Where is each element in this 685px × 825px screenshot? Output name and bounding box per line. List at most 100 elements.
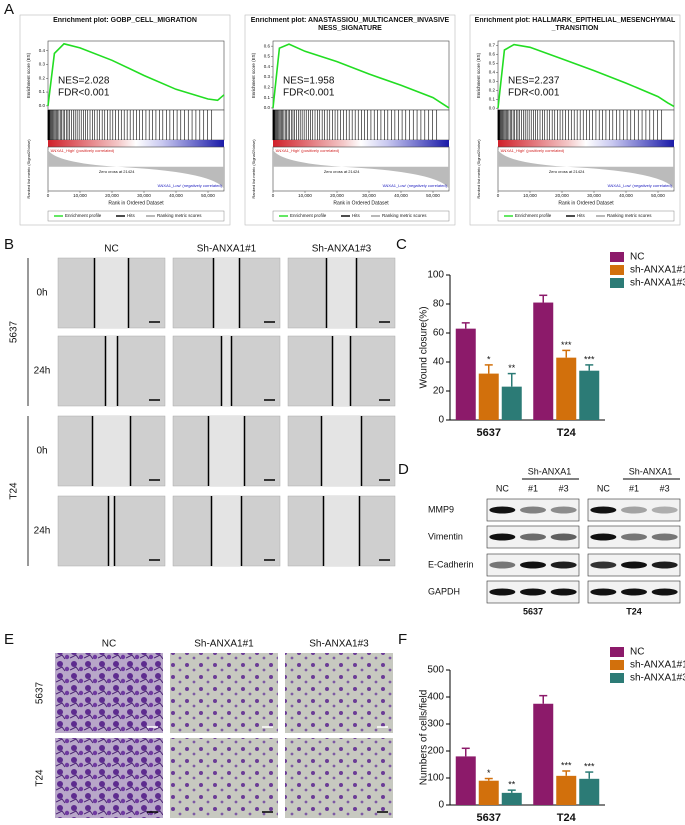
title-box: Enrichment plot: HALLMARK_EPITHELIAL_MES… — [475, 17, 676, 32]
high-label: 'ANXA1_High' (positively correlated) — [500, 148, 565, 153]
annotation: FDR<0.001 — [283, 88, 335, 99]
bar — [501, 386, 522, 420]
enrichment-line — [272, 43, 450, 109]
legend-label: Enrichment profile — [65, 213, 102, 218]
legend-label: sh-ANXA1#1 — [630, 660, 685, 671]
annotation: NES=2.028 — [58, 76, 110, 87]
column-label: Sh-ANXA1#1 — [197, 244, 257, 255]
y-tick-label: 0.2 — [39, 75, 46, 80]
panel-label: A — [4, 1, 14, 18]
blot-band — [651, 561, 678, 569]
annotation: NES=2.237 — [508, 76, 560, 87]
microscope-image — [170, 738, 278, 818]
metric-label: Ranked list metric (Signal2Noise) — [26, 139, 31, 199]
blot-band — [590, 588, 617, 596]
panel-label: D — [398, 461, 409, 478]
legend-label: Hits — [127, 213, 135, 218]
zero-cross: Zero cross at 21424 — [99, 169, 135, 174]
annotation: FDR<0.001 — [508, 88, 560, 99]
legend-swatch — [610, 673, 624, 683]
y-tick-label: 0 — [438, 415, 444, 426]
x-tick-label: 0 — [497, 193, 500, 198]
legend-frame — [497, 210, 675, 222]
wound-gap — [321, 416, 362, 486]
legend-label: Ranking metric scores — [607, 213, 652, 218]
x-tick-label: 50,000 — [426, 193, 440, 198]
legend-swatch — [610, 647, 624, 657]
protein-label: Vimentin — [428, 531, 463, 541]
rank-colorbar — [498, 140, 674, 147]
chart-title: Enrichment plot: GOBP_CELL_MIGRATION — [53, 17, 197, 24]
wound-gap — [326, 258, 357, 328]
wound-gap — [105, 336, 118, 406]
x-tick-label: 0 — [272, 193, 275, 198]
y-tick-label: 500 — [427, 665, 444, 676]
lane-label: #1 — [629, 483, 639, 493]
x-label: Rank in Ordered Dataset — [558, 200, 614, 206]
title-box: Enrichment plot: GOBP_CELL_MIGRATION — [53, 17, 197, 24]
title-box: Enrichment plot: ANASTASSIOU_MULTICANCER… — [251, 17, 449, 32]
x-tick-label: 10,000 — [73, 193, 87, 198]
bar — [478, 373, 499, 420]
significance: *** — [561, 340, 572, 350]
bar — [556, 775, 577, 805]
legend-label: sh-ANXA1#3 — [630, 673, 685, 684]
y-tick-label: 0.5 — [489, 61, 496, 66]
wound-gap — [94, 258, 129, 328]
blot-band — [489, 588, 516, 596]
column-label: Sh-ANXA1#1 — [194, 639, 254, 650]
group-label: 5637 — [9, 320, 20, 343]
y-tick-label: 0.6 — [489, 52, 496, 57]
x-tick-label: T24 — [557, 812, 577, 824]
blot-band — [550, 506, 577, 514]
panel-label: F — [398, 631, 407, 648]
panel-label: B — [4, 236, 14, 253]
panel-label: C — [396, 236, 407, 253]
high-label: 'ANXA1_High' (positively correlated) — [275, 148, 340, 153]
metric-area — [48, 150, 224, 189]
x-tick-label: 40,000 — [394, 193, 408, 198]
x-tick-label: T24 — [557, 427, 577, 439]
wound-gap — [211, 496, 242, 566]
blot-band — [520, 588, 546, 596]
y-tick-label: 0.7 — [489, 43, 496, 48]
significance: *** — [584, 761, 595, 771]
x-tick-label: 20,000 — [330, 193, 344, 198]
legend-label: NC — [630, 647, 644, 658]
blot-band — [550, 533, 577, 541]
blot-band — [550, 561, 577, 569]
x-tick-label: 50,000 — [651, 193, 665, 198]
y-tick-label: 0.0 — [39, 103, 46, 108]
legend-frame — [272, 210, 450, 222]
row-label: T24 — [35, 769, 46, 787]
hits-frame — [497, 109, 675, 141]
blot-band — [590, 506, 617, 514]
hits-frame — [272, 109, 450, 141]
y-tick-label: 20 — [433, 386, 445, 397]
y-tick-label: 0.3 — [489, 79, 496, 84]
significance: ** — [508, 363, 516, 373]
lane-label: NC — [496, 483, 509, 493]
low-label: 'ANXA1_Low' (negatively correlated) — [157, 183, 223, 188]
wound-gap — [221, 336, 232, 406]
panel-label: E — [4, 631, 14, 648]
y-tick-label: 0.6 — [264, 43, 271, 48]
y-tick-label: 0 — [438, 800, 444, 811]
y-tick-label: 0.1 — [39, 89, 46, 94]
legend-label: sh-ANXA1#3 — [630, 278, 685, 289]
high-label: 'ANXA1_High' (positively correlated) — [50, 148, 115, 153]
significance: *** — [584, 354, 595, 364]
bar — [455, 328, 476, 420]
rank-colorbar — [273, 140, 449, 147]
annotation: FDR<0.001 — [58, 88, 110, 99]
wound-gap — [213, 258, 240, 328]
y-tick-label: 100 — [427, 773, 444, 784]
legend-swatch — [610, 278, 624, 288]
cell-line-label: 5637 — [523, 606, 543, 616]
y-tick-label: 300 — [427, 719, 444, 730]
x-label: Rank in Ordered Dataset — [108, 200, 164, 206]
legend-swatch — [610, 252, 624, 262]
y-label: Numbers of cells/field — [419, 690, 430, 786]
blot-band — [621, 588, 647, 596]
